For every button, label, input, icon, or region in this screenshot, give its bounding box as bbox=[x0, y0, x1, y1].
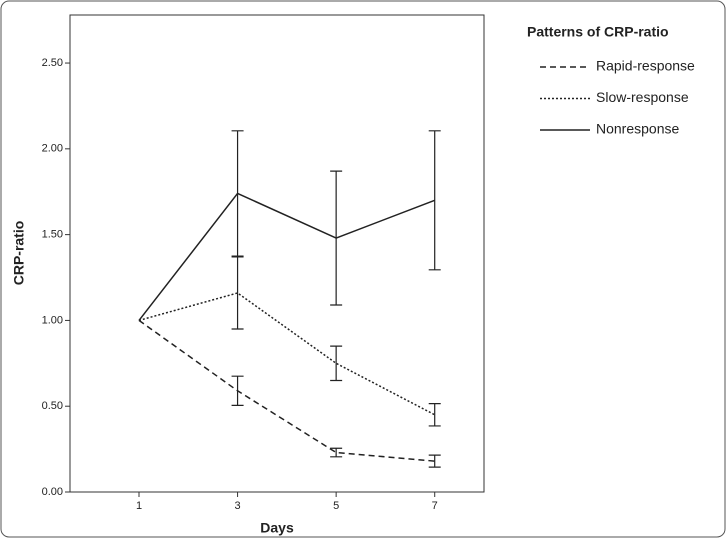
error-bar bbox=[231, 130, 244, 257]
y-tick-label: 2.50 bbox=[42, 57, 63, 69]
x-axis-label: Days bbox=[260, 520, 294, 536]
error-bar bbox=[330, 170, 343, 306]
error-bar bbox=[231, 256, 244, 330]
error-bar bbox=[330, 345, 343, 382]
legend-label: Nonresponse bbox=[596, 121, 679, 137]
y-tick-label: 1.50 bbox=[42, 229, 63, 241]
y-tick-label: 2.00 bbox=[42, 143, 63, 155]
error-bar bbox=[428, 454, 441, 468]
plot-frame bbox=[69, 14, 485, 493]
x-tick-label: 3 bbox=[235, 500, 241, 512]
x-tick-label: 1 bbox=[136, 500, 142, 512]
legend-title: Patterns of CRP-ratio bbox=[527, 24, 669, 40]
legend-label: Slow-response bbox=[596, 89, 689, 105]
error-bar bbox=[428, 130, 441, 271]
error-bar bbox=[428, 403, 441, 427]
y-tick-label: 1.00 bbox=[42, 314, 63, 326]
error-bar bbox=[231, 375, 244, 406]
y-tick-label: 0.50 bbox=[42, 400, 63, 412]
series-line bbox=[138, 292, 436, 416]
x-tick-label: 5 bbox=[333, 500, 339, 512]
series-line bbox=[138, 192, 435, 321]
error-bar bbox=[330, 447, 343, 458]
legend-label: Rapid-response bbox=[596, 58, 695, 74]
y-axis-label: CRP-ratio bbox=[11, 221, 27, 286]
y-tick-label: 0.00 bbox=[42, 486, 63, 498]
x-tick-label: 7 bbox=[432, 500, 438, 512]
series-line bbox=[138, 319, 435, 462]
